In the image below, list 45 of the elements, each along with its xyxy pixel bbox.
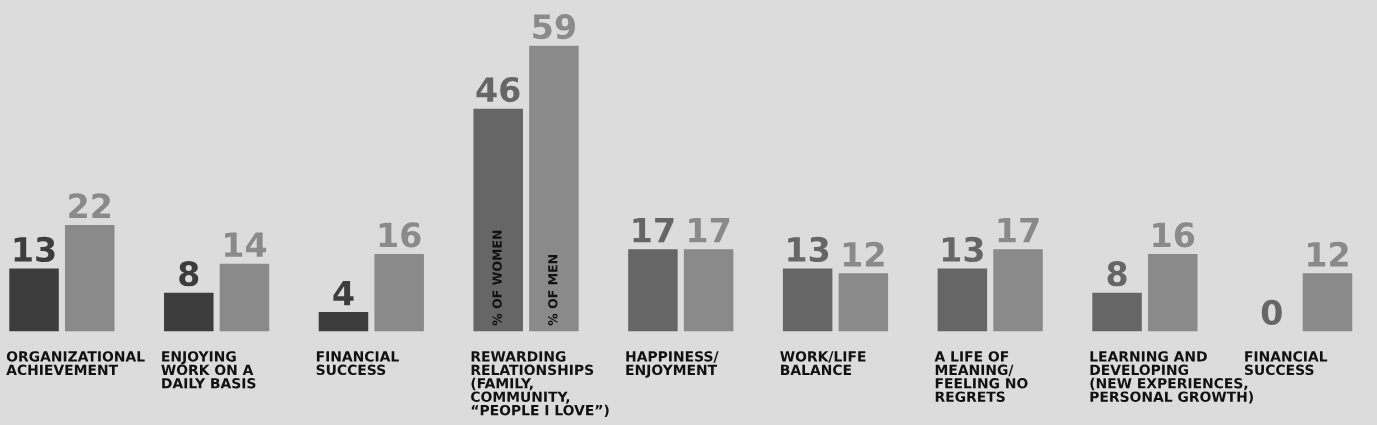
bar — [219, 263, 270, 332]
x-tick-label: A LIFE OF MEANING/ FEELING NO REGRETS — [934, 351, 1028, 402]
data-label: 16 — [1153, 222, 1195, 248]
bar — [64, 224, 115, 332]
x-tick-label: FINANCIAL SUCCESS — [1244, 351, 1328, 376]
bar — [937, 268, 988, 332]
data-label: 12 — [1308, 241, 1348, 267]
x-tick-label: WORK/LIFE BALANCE — [780, 351, 866, 376]
bar — [628, 249, 678, 332]
bar — [1302, 273, 1353, 332]
bar — [164, 292, 214, 332]
data-label: 16 — [379, 222, 421, 248]
bar — [318, 312, 369, 332]
bar — [9, 268, 59, 332]
bar — [529, 45, 579, 332]
series-label: % OF MEN — [548, 255, 558, 326]
bar — [683, 249, 734, 332]
x-tick-label: ORGANIZATIONAL ACHIEVEMENT — [6, 351, 145, 376]
data-label: 59 — [533, 14, 575, 40]
data-label: 8 — [1107, 261, 1127, 287]
bar — [993, 249, 1043, 332]
data-label: 12 — [843, 241, 884, 267]
data-label: 13 — [788, 236, 829, 263]
x-tick-label: REWARDING RELATIONSHIPS (FAMILY, COMMUNITY, “PEOPLE I LOVE”) — [471, 351, 609, 418]
bar — [838, 273, 889, 332]
data-label: 46 — [476, 77, 520, 103]
data-label: 13 — [14, 236, 55, 263]
x-tick-label: HAPPINESS/ ENJOYMENT — [626, 351, 719, 378]
x-tick-label: FINANCIAL SUCCESS — [316, 351, 399, 376]
series-label: % OF WOMEN — [492, 230, 502, 326]
bar — [473, 108, 523, 332]
data-label: 17 — [998, 217, 1039, 243]
data-label: 8 — [179, 261, 199, 287]
data-label: 17 — [633, 217, 674, 243]
data-label: 22 — [69, 193, 111, 218]
bar — [1092, 292, 1142, 332]
data-label: 17 — [689, 217, 730, 243]
x-tick-label: ENJOYING WORK ON A DAILY BASIS — [161, 351, 256, 389]
data-label: 14 — [225, 232, 267, 257]
bar — [374, 253, 424, 332]
bar — [782, 268, 833, 332]
data-label: 4 — [333, 280, 354, 306]
bar — [1148, 253, 1198, 332]
data-label: 0 — [1261, 299, 1282, 326]
data-label: 13 — [942, 236, 983, 263]
